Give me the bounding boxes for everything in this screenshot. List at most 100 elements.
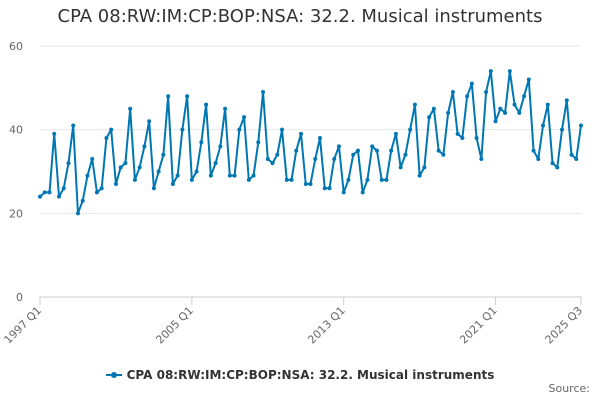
data-point bbox=[246, 177, 251, 182]
data-point bbox=[351, 152, 356, 157]
data-point bbox=[431, 106, 436, 111]
data-point bbox=[455, 131, 460, 136]
data-point bbox=[270, 161, 275, 166]
data-point bbox=[479, 156, 484, 161]
data-point bbox=[332, 156, 337, 161]
data-point bbox=[446, 110, 451, 115]
data-point bbox=[38, 194, 42, 199]
data-point bbox=[303, 182, 308, 187]
data-point bbox=[308, 182, 313, 187]
data-point bbox=[137, 165, 142, 170]
data-point bbox=[569, 152, 574, 157]
data-point bbox=[322, 186, 327, 191]
data-point bbox=[574, 156, 579, 161]
data-point bbox=[531, 148, 536, 153]
data-point bbox=[484, 90, 489, 95]
data-point bbox=[204, 102, 209, 107]
data-point bbox=[128, 106, 133, 111]
data-point bbox=[99, 186, 104, 191]
data-point bbox=[275, 152, 280, 157]
x-tick-label: 1997 Q1 bbox=[2, 304, 45, 347]
data-point bbox=[75, 211, 80, 216]
data-point bbox=[512, 102, 517, 107]
data-point bbox=[213, 161, 218, 166]
data-point bbox=[256, 140, 261, 145]
data-point bbox=[294, 148, 299, 153]
data-point bbox=[541, 123, 546, 128]
data-point bbox=[208, 173, 213, 178]
data-point bbox=[488, 69, 493, 74]
data-point bbox=[374, 148, 379, 153]
data-point bbox=[579, 123, 583, 128]
data-point bbox=[498, 106, 503, 111]
data-point bbox=[336, 144, 341, 149]
data-point bbox=[66, 161, 71, 166]
data-point bbox=[161, 152, 166, 157]
data-point bbox=[85, 173, 90, 178]
y-tick-label: 40 bbox=[9, 124, 23, 137]
data-point bbox=[384, 177, 389, 182]
data-point bbox=[398, 165, 403, 170]
y-tick-label: 20 bbox=[9, 207, 23, 220]
data-point bbox=[346, 177, 351, 182]
data-point bbox=[379, 177, 384, 182]
data-point bbox=[360, 190, 365, 195]
data-point bbox=[80, 198, 85, 203]
y-tick-label: 60 bbox=[9, 40, 23, 53]
data-point bbox=[560, 127, 565, 132]
legend-label: CPA 08:RW:IM:CP:BOP:NSA: 32.2. Musical i… bbox=[126, 368, 495, 382]
data-point bbox=[175, 173, 180, 178]
data-point bbox=[280, 127, 285, 132]
data-point bbox=[465, 94, 470, 99]
data-point bbox=[355, 148, 360, 153]
data-point bbox=[104, 136, 109, 141]
x-tick-label: 2021 Q1 bbox=[457, 304, 500, 347]
data-point bbox=[441, 152, 446, 157]
data-point bbox=[522, 94, 527, 99]
data-point bbox=[545, 102, 550, 107]
legend[interactable]: CPA 08:RW:IM:CP:BOP:NSA: 32.2. Musical i… bbox=[0, 365, 600, 382]
data-point bbox=[194, 169, 199, 174]
data-point bbox=[180, 127, 185, 132]
data-point bbox=[341, 190, 346, 195]
data-point bbox=[47, 190, 52, 195]
data-point bbox=[261, 90, 266, 95]
data-point bbox=[109, 127, 114, 132]
series-line bbox=[39, 70, 582, 215]
x-tick-label: 2013 Q1 bbox=[305, 304, 348, 347]
x-axis: 1997 Q1 2005 Q1 2013 Q1 2021 Q1 2025 Q3 bbox=[2, 296, 585, 347]
data-point bbox=[242, 115, 247, 120]
data-point bbox=[493, 119, 498, 124]
data-point bbox=[151, 186, 156, 191]
data-series bbox=[38, 69, 583, 216]
data-point bbox=[327, 186, 332, 191]
data-point bbox=[189, 177, 194, 182]
data-point bbox=[474, 136, 479, 141]
legend-item[interactable]: CPA 08:RW:IM:CP:BOP:NSA: 32.2. Musical i… bbox=[105, 368, 495, 382]
data-point bbox=[536, 156, 541, 161]
data-point bbox=[227, 173, 232, 178]
source-label: Source: bbox=[548, 382, 591, 395]
data-point bbox=[232, 173, 237, 178]
data-point bbox=[460, 136, 465, 141]
data-point bbox=[166, 94, 171, 99]
legend-marker-icon bbox=[105, 372, 122, 378]
data-point bbox=[370, 144, 375, 149]
data-point bbox=[61, 186, 66, 191]
data-point bbox=[123, 161, 128, 166]
data-point bbox=[436, 148, 441, 153]
data-point bbox=[147, 119, 152, 124]
data-point bbox=[365, 177, 370, 182]
chart-title: CPA 08:RW:IM:CP:BOP:NSA: 32.2. Musical i… bbox=[57, 6, 543, 27]
data-point bbox=[412, 102, 417, 107]
grid-lines bbox=[40, 45, 581, 214]
data-point bbox=[389, 148, 394, 153]
data-point bbox=[118, 165, 123, 170]
data-point bbox=[90, 156, 95, 161]
data-point bbox=[223, 106, 228, 111]
data-point bbox=[526, 77, 531, 82]
data-point bbox=[408, 127, 413, 132]
data-point bbox=[417, 173, 422, 178]
data-point bbox=[403, 152, 408, 157]
